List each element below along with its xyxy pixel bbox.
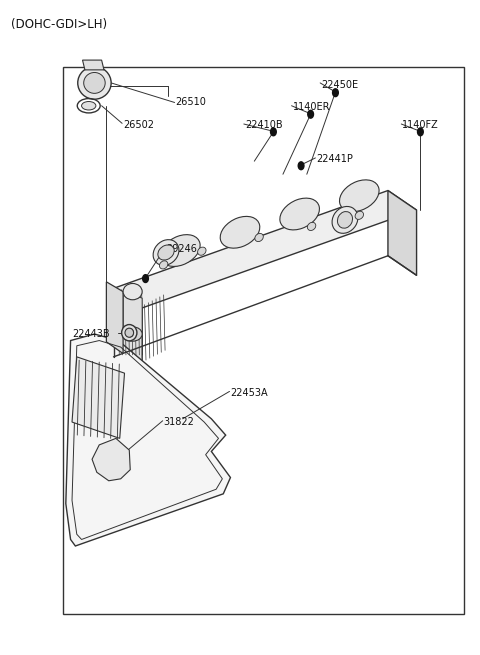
Ellipse shape	[307, 222, 316, 231]
Polygon shape	[66, 334, 230, 546]
Polygon shape	[114, 288, 142, 373]
Polygon shape	[92, 438, 130, 481]
Text: 22453A: 22453A	[230, 388, 268, 398]
Circle shape	[333, 89, 338, 97]
Ellipse shape	[84, 73, 105, 94]
Ellipse shape	[123, 284, 142, 300]
Circle shape	[418, 128, 423, 136]
Text: 22441P: 22441P	[316, 154, 353, 164]
Circle shape	[271, 128, 276, 136]
Text: (DOHC-GDI>LH): (DOHC-GDI>LH)	[11, 18, 107, 31]
Ellipse shape	[337, 212, 352, 228]
Ellipse shape	[220, 216, 260, 248]
Ellipse shape	[280, 198, 319, 230]
Bar	[63, 67, 464, 614]
Polygon shape	[123, 291, 142, 334]
Ellipse shape	[339, 180, 379, 212]
Polygon shape	[72, 357, 124, 438]
Polygon shape	[388, 191, 417, 275]
Ellipse shape	[161, 234, 200, 267]
Ellipse shape	[78, 67, 111, 99]
Ellipse shape	[159, 261, 168, 269]
Text: 26502: 26502	[123, 121, 154, 130]
Polygon shape	[107, 282, 123, 354]
Circle shape	[127, 329, 133, 337]
Ellipse shape	[158, 245, 174, 260]
Text: 1140FZ: 1140FZ	[402, 121, 439, 130]
Ellipse shape	[198, 247, 206, 255]
Ellipse shape	[82, 102, 96, 110]
Text: 22450E: 22450E	[321, 80, 358, 90]
Text: 31822: 31822	[164, 417, 194, 427]
Text: 1140ER: 1140ER	[292, 102, 330, 112]
Text: 22443B: 22443B	[72, 329, 109, 339]
Circle shape	[143, 274, 148, 282]
Ellipse shape	[255, 233, 264, 242]
Ellipse shape	[153, 240, 179, 265]
Text: 26510: 26510	[176, 98, 206, 107]
Polygon shape	[114, 191, 417, 308]
Text: 29246: 29246	[166, 244, 197, 254]
Ellipse shape	[332, 206, 358, 233]
Ellipse shape	[123, 327, 142, 341]
Text: 22410B: 22410B	[245, 121, 282, 130]
Circle shape	[308, 110, 313, 118]
Circle shape	[298, 162, 304, 170]
Ellipse shape	[121, 325, 137, 341]
Ellipse shape	[125, 328, 133, 337]
Polygon shape	[83, 60, 104, 70]
Ellipse shape	[355, 212, 363, 219]
